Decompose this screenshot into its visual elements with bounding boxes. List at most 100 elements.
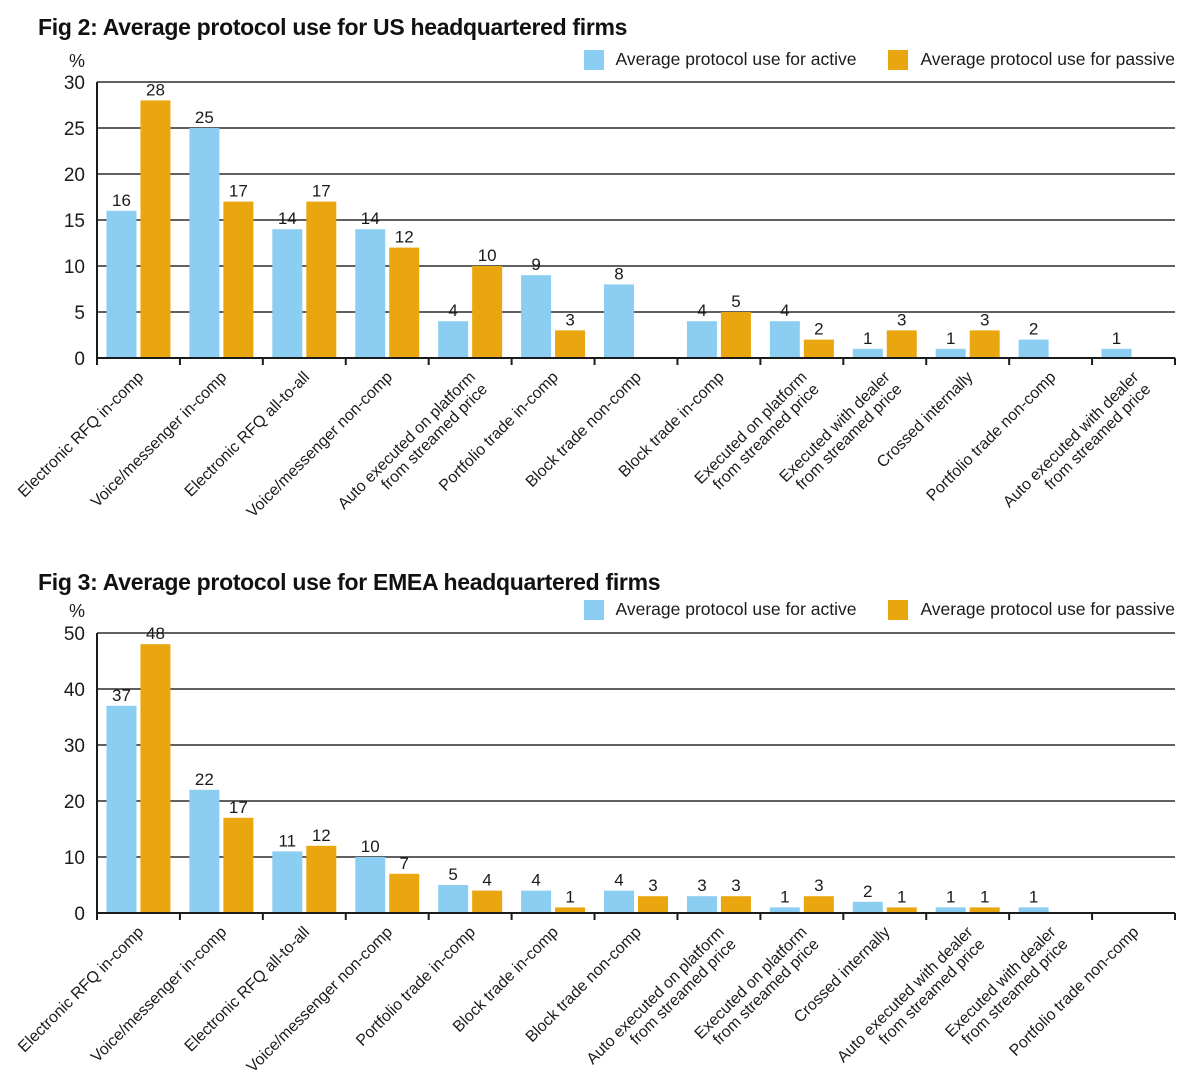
bar-value-label: 5 [448,865,457,884]
bar-active [1018,339,1049,358]
y-tick-label: 5 [74,303,85,324]
legend-swatch-active-icon [583,599,604,620]
category-label: Voice/messenger non-comp [244,369,396,521]
bar-passive [803,896,834,913]
bar-value-label: 14 [361,209,380,228]
y-tick-label: 15 [64,211,85,232]
bar-value-label: 3 [814,876,823,895]
legend-label-active: Average protocol use for active [615,599,857,619]
figure-us-protocol-use: Fig 2: Average protocol use for US headq… [15,14,1176,525]
bar-active [686,321,717,358]
bar-active [189,789,220,913]
bar-active [604,890,634,913]
bar-value-label: 28 [146,80,165,99]
bar-value-label: 10 [478,246,497,265]
bar-passive [720,312,751,358]
bar-value-label: 3 [697,876,706,895]
bar-passive [969,907,1000,913]
bar-active [189,128,220,358]
bar-active [521,890,552,913]
bar-active [935,348,966,358]
bar-value-label: 9 [531,255,540,274]
bar-value-label: 4 [448,301,457,320]
legend-swatch-active-icon [583,49,604,70]
legend-label-active: Average protocol use for active [615,49,857,69]
bar-value-label: 4 [614,871,623,890]
bar-passive [140,100,171,359]
figure-emea-protocol-use: Fig 3: Average protocol use for EMEA hea… [0,545,1200,1088]
bar-active [355,229,386,358]
bar-passive [472,266,503,358]
figure-title: Fig 3: Average protocol use for EMEA hea… [38,569,661,595]
bar-value-label: 1 [946,887,955,906]
bar-value-label: 22 [195,770,214,789]
bar-value-label: 1 [565,887,574,906]
bar-value-label: 12 [395,228,414,247]
y-tick-label: 20 [64,165,85,186]
bar-active [1101,348,1132,358]
bar-passive [555,330,586,358]
bar-active [935,907,966,913]
y-tick-label: 30 [64,73,85,94]
y-tick-label: 50 [64,625,85,645]
legend-swatch-passive-icon [888,49,909,70]
bar-value-label: 3 [980,310,989,329]
legend-item-passive: Average protocol use for passive [888,599,1175,620]
bar-active [355,857,386,913]
y-tick-label: 20 [64,792,85,813]
bar-value-label: 1 [1112,329,1121,348]
bar-active [438,321,469,358]
legend-swatch-passive-icon [888,599,909,620]
category-label: Auto executed on platformfrom streamed p… [584,924,740,1080]
bar-active [769,321,800,358]
bar-value-label: 1 [1029,887,1038,906]
bar-passive [720,896,751,913]
bar-value-label: 12 [312,826,331,845]
bar-value-label: 4 [531,871,540,890]
bar-value-label: 4 [780,301,789,320]
y-tick-label: 10 [64,848,85,869]
legend-label-passive: Average protocol use for passive [920,599,1175,619]
bar-value-label: 4 [697,301,706,320]
legend-label-passive: Average protocol use for passive [920,49,1175,69]
y-tick-label: 0 [74,904,85,925]
bar-active [106,705,137,913]
bar-active [686,896,717,913]
bar-passive [886,907,917,913]
bar-value-label: 4 [482,871,491,890]
y-axis-unit-label: % [68,51,85,71]
bar-value-label: 3 [565,310,574,329]
bar-passive [638,896,668,913]
y-tick-label: 0 [74,349,85,370]
bar-value-label: 1 [863,329,872,348]
bar-active [769,907,800,913]
bar-passive [472,890,503,913]
bar-active [272,229,303,358]
bar-passive [389,873,420,913]
bar-value-label: 10 [361,837,380,856]
bar-value-label: 1 [780,887,789,906]
bar-passive [555,907,586,913]
bar-value-label: 25 [195,108,214,127]
legend-item-active: Average protocol use for active [583,599,857,620]
bar-value-label: 5 [731,292,740,311]
bar-value-label: 37 [112,686,131,705]
bar-passive [306,845,337,913]
y-tick-label: 10 [64,257,85,278]
bar-value-label: 16 [112,191,131,210]
bar-active [106,210,137,358]
y-tick-label: 40 [64,680,85,701]
bar-passive [140,644,171,913]
bar-value-label: 8 [614,264,623,283]
category-label: Auto executed on platformfrom streamed p… [335,369,491,525]
bar-value-label: 11 [278,831,296,850]
bar-value-label: 17 [229,798,248,817]
bar-value-label: 3 [731,876,740,895]
bar-active [1018,907,1049,913]
chart-legend: Average protocol use for active Average … [583,599,1175,620]
bar-value-label: 2 [1029,320,1038,339]
bar-value-label: 1 [897,887,906,906]
bar-value-label: 1 [946,329,955,348]
category-label: Voice/messenger in-comp [88,369,230,511]
